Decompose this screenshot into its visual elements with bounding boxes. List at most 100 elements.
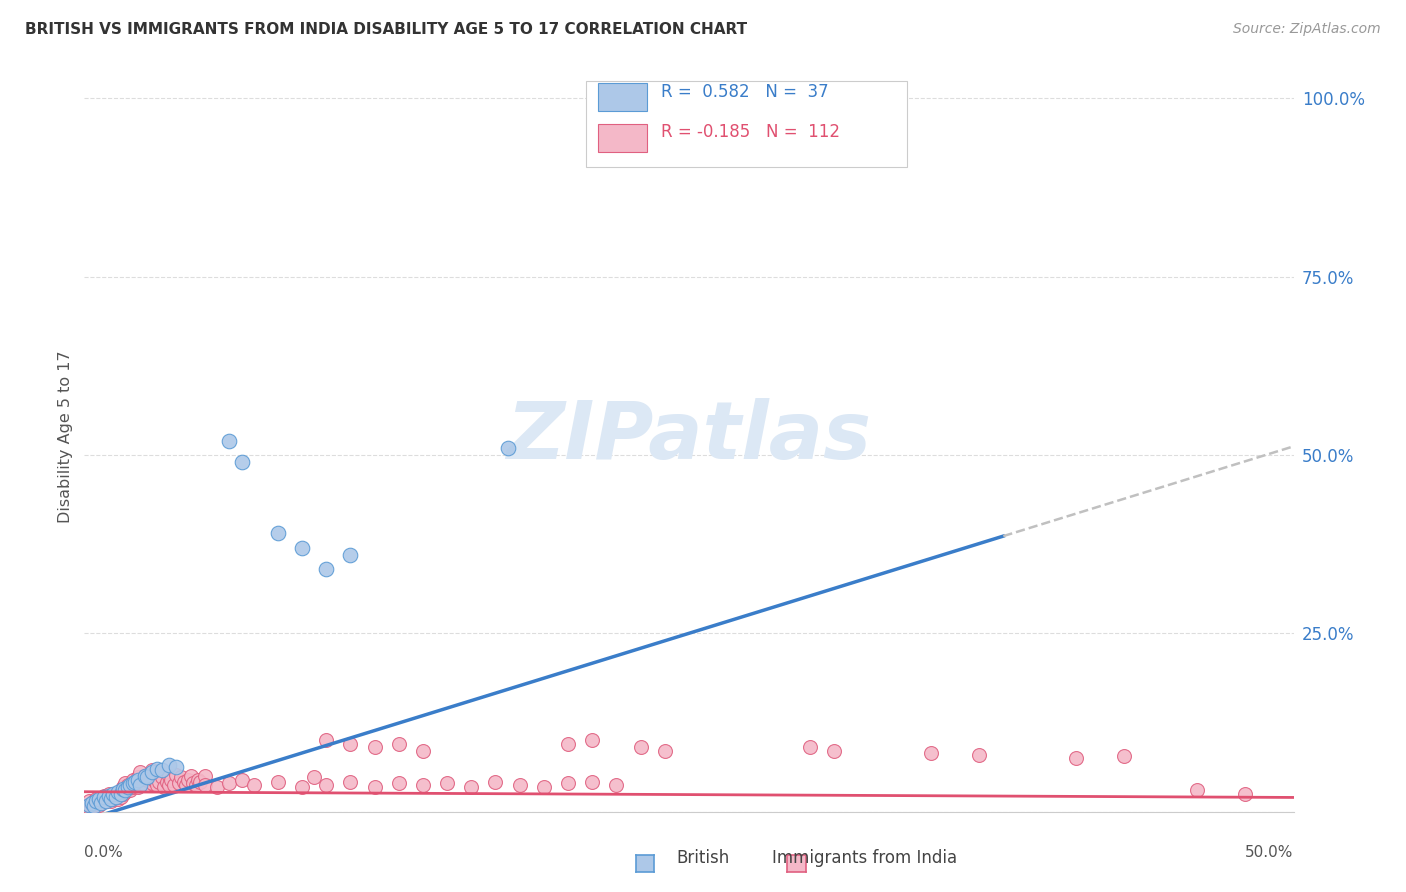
Point: [436, 776, 458, 790]
Point: [110, 783, 132, 797]
Point: [121, 776, 143, 790]
FancyBboxPatch shape: [599, 83, 647, 112]
Point: [412, 744, 434, 758]
Point: [104, 790, 127, 805]
Point: [100, 790, 122, 805]
Point: [134, 778, 156, 792]
Point: [83, 797, 105, 812]
Point: [315, 562, 337, 576]
Point: [129, 765, 152, 780]
Point: [93, 792, 115, 806]
Point: [136, 772, 159, 787]
Point: [134, 769, 156, 783]
Point: [124, 774, 146, 789]
Point: [94, 794, 117, 808]
Point: [117, 781, 139, 796]
Point: [90, 796, 112, 810]
Point: [83, 794, 105, 808]
Point: [103, 792, 125, 806]
Point: [141, 765, 163, 780]
Point: [107, 785, 129, 799]
Point: [187, 772, 209, 787]
Point: [315, 778, 337, 792]
Point: [112, 787, 135, 801]
Point: [127, 771, 149, 785]
Point: [117, 778, 139, 792]
Point: [557, 737, 579, 751]
Text: 50.0%: 50.0%: [1246, 846, 1294, 861]
Point: [167, 776, 190, 790]
Point: [605, 778, 627, 792]
Point: [509, 778, 531, 792]
Point: [103, 787, 125, 801]
Point: [146, 765, 169, 780]
Point: [1234, 787, 1257, 801]
Point: [165, 760, 187, 774]
Point: [129, 776, 152, 790]
Point: [114, 783, 136, 797]
Point: [138, 767, 160, 781]
Point: [184, 778, 207, 792]
Point: [90, 796, 112, 810]
Point: [163, 778, 186, 792]
Point: [76, 799, 98, 814]
Point: [77, 797, 100, 812]
Point: [114, 776, 136, 790]
Point: [94, 794, 117, 808]
Point: [654, 744, 676, 758]
Point: [124, 774, 146, 789]
Point: [180, 769, 202, 783]
Point: [107, 792, 129, 806]
Point: [218, 434, 240, 448]
Point: [339, 737, 361, 751]
Point: [129, 778, 152, 792]
Point: [194, 778, 217, 792]
Point: [86, 796, 108, 810]
Point: [127, 780, 149, 794]
Point: [967, 747, 990, 762]
Point: [157, 758, 180, 772]
Point: [117, 780, 139, 794]
Point: [190, 774, 212, 789]
Point: [173, 774, 195, 789]
Point: [823, 91, 845, 105]
Point: [114, 785, 136, 799]
Point: [581, 733, 603, 747]
Point: [170, 771, 193, 785]
Point: [920, 746, 942, 760]
Point: [160, 772, 183, 787]
Text: ZIPatlas: ZIPatlas: [506, 398, 872, 476]
Text: British: British: [676, 849, 730, 867]
Point: [630, 740, 652, 755]
Point: [823, 744, 845, 758]
Point: [121, 780, 143, 794]
Point: [146, 762, 169, 776]
Point: [97, 789, 120, 803]
Point: [121, 772, 143, 787]
Text: R =  0.582   N =  37: R = 0.582 N = 37: [661, 83, 828, 101]
Point: [87, 792, 110, 806]
Point: [388, 737, 411, 751]
Point: [103, 789, 125, 803]
Point: [153, 780, 176, 794]
Point: [218, 776, 240, 790]
Text: R = -0.185   N =  112: R = -0.185 N = 112: [661, 123, 841, 141]
Point: [339, 774, 361, 789]
Point: [94, 790, 117, 805]
Point: [80, 796, 103, 810]
Point: [131, 774, 153, 789]
Point: [100, 794, 122, 808]
Point: [110, 787, 132, 801]
Point: [231, 772, 253, 787]
Point: [363, 780, 385, 794]
Point: [93, 790, 115, 805]
Point: [1114, 749, 1136, 764]
Point: [165, 767, 187, 781]
Point: [104, 790, 127, 805]
Point: [181, 776, 204, 790]
Point: [799, 740, 821, 755]
Point: [412, 778, 434, 792]
Point: [124, 778, 146, 792]
Point: [267, 774, 290, 789]
FancyBboxPatch shape: [586, 81, 907, 168]
